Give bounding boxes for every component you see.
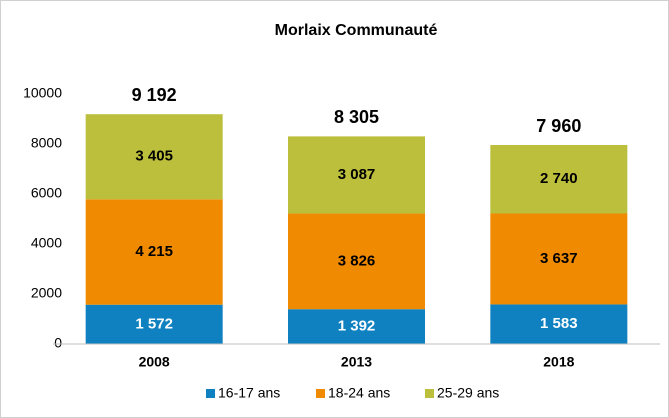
x-tick-label: 2008 [139,354,170,370]
legend-label: 16-17 ans [218,385,280,401]
y-tick-label: 8000 [31,135,62,151]
data-label: 3 087 [338,166,376,183]
bar-segment [490,304,628,344]
x-tick-label: 2018 [543,354,574,370]
data-label: 2 740 [540,170,578,187]
y-tick-label: 0 [54,335,62,351]
bar-segment [490,213,628,305]
data-label: 1 572 [135,315,173,332]
data-label: 3 405 [135,148,173,165]
y-tick-label: 6000 [31,185,62,201]
data-label: 3 826 [338,252,376,269]
chart-title: Morlaix Communauté [275,22,438,39]
data-label: 1 583 [540,315,578,332]
data-label: 3 637 [540,250,578,267]
legend-swatch [425,389,434,398]
total-label: 7 960 [536,116,581,136]
bar-segment [490,145,628,214]
bar-segment [288,309,425,344]
total-label: 9 192 [132,85,177,105]
bar-segment [288,136,425,214]
legend-label: 25-29 ans [437,385,499,401]
data-label: 1 392 [338,318,376,335]
y-tick-label: 4000 [31,235,62,251]
x-tick-label: 2013 [341,354,372,370]
y-tick-label: 2000 [31,285,62,301]
bar-segment [288,213,425,310]
legend-swatch [206,389,215,398]
legend-label: 18-24 ans [328,385,390,401]
legend-swatch [316,389,325,398]
total-label: 8 305 [334,107,379,127]
bar-segment [85,114,223,200]
bar-segment [85,304,223,344]
bar-segment [85,199,223,305]
data-label: 4 215 [135,243,173,260]
y-tick-label: 10000 [23,85,62,101]
